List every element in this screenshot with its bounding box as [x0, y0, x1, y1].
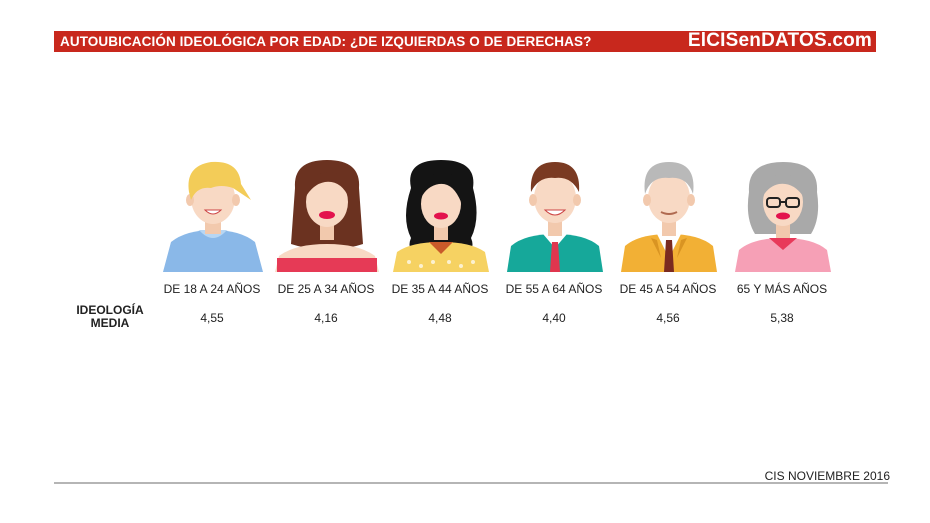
- age-label-35-44: DE 35 A 44 AÑOS: [391, 282, 489, 296]
- grey-haired-man-suit-icon: [621, 162, 717, 272]
- footer-divider: [54, 482, 888, 484]
- value-25-34: 4,16: [314, 311, 338, 325]
- value-35-44: 4,48: [428, 311, 452, 325]
- man-red-tie-icon: [507, 162, 603, 272]
- header-bar: AUTOUBICACIÓN IDEOLÓGICA POR EDAD: ¿DE I…: [54, 30, 876, 52]
- source-note: CIS NOVIEMBRE 2016: [764, 469, 890, 483]
- young-man-blond-icon: [163, 161, 263, 272]
- value-45-54: 4,56: [656, 311, 680, 325]
- value-55-64: 4,40: [542, 311, 566, 325]
- chart-title: AUTOUBICACIÓN IDEOLÓGICA POR EDAD: ¿DE I…: [60, 34, 592, 49]
- age-label-45-54: DE 45 A 54 AÑOS: [619, 282, 717, 296]
- young-woman-brunette-icon: [275, 160, 379, 272]
- row-label-ideologia-media: IDEOLOGÍA MEDIA: [76, 303, 144, 330]
- age-label-18-24: DE 18 A 24 AÑOS: [163, 282, 261, 296]
- age-label-55-64: DE 55 A 64 AÑOS: [505, 282, 603, 296]
- age-label-65-plus: 65 Y MÁS AÑOS: [736, 282, 828, 296]
- value-18-24: 4,55: [200, 311, 224, 325]
- woman-black-hair-icon: [393, 160, 489, 272]
- age-label-25-34: DE 25 A 34 AÑOS: [277, 282, 375, 296]
- elderly-woman-glasses-icon: [735, 162, 831, 272]
- brand-logo-text[interactable]: ElCISenDATOS.com: [687, 30, 872, 51]
- value-65-plus: 5,38: [770, 311, 794, 325]
